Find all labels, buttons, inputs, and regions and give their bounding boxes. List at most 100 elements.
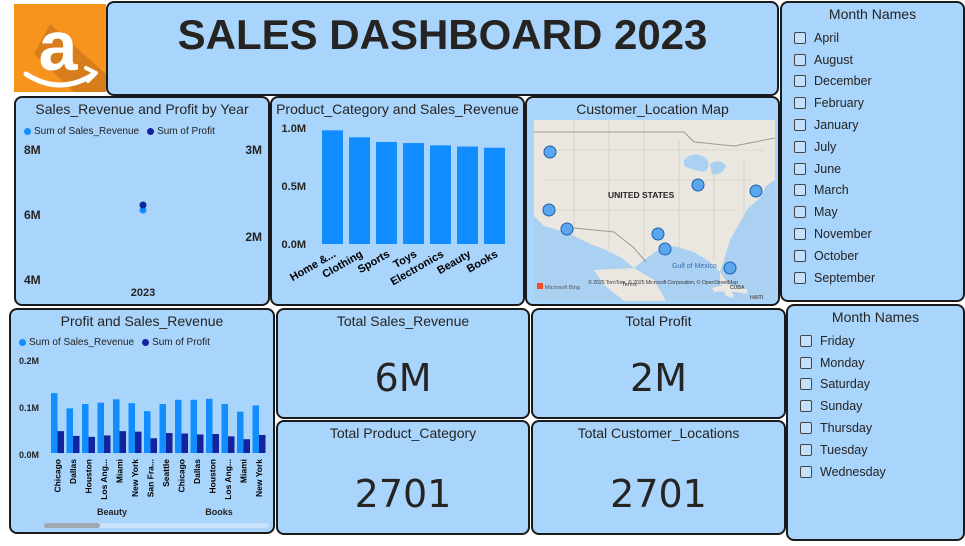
city-label: Los Ang...	[223, 459, 233, 500]
profit-bar[interactable]	[166, 433, 173, 453]
checkbox[interactable]	[794, 249, 806, 262]
point-profit-2023[interactable]	[139, 201, 147, 209]
month-item-july[interactable]: July	[794, 136, 875, 158]
map-point-houston[interactable]	[658, 242, 672, 256]
year-chart-panel[interactable]: Sales_Revenue and Profit by Year Sum of …	[14, 96, 270, 306]
point-sales-2023[interactable]	[139, 206, 147, 214]
sales-bar[interactable]	[51, 393, 58, 453]
sales-bar[interactable]	[159, 404, 167, 453]
sales-bar[interactable]	[206, 398, 213, 453]
checkbox[interactable]	[794, 97, 806, 110]
category-bar[interactable]	[322, 130, 343, 244]
sales-bar[interactable]	[221, 404, 229, 453]
month-item-september[interactable]: September	[794, 267, 875, 289]
category-bar[interactable]	[403, 143, 424, 244]
sales-bar[interactable]	[144, 411, 151, 453]
month-item-january[interactable]: January	[794, 114, 875, 136]
profit-bar[interactable]	[135, 431, 142, 453]
checkbox[interactable]	[794, 53, 806, 66]
sales-bar[interactable]	[190, 399, 198, 453]
month-item-june[interactable]: June	[794, 158, 875, 180]
category-bar[interactable]	[430, 145, 451, 244]
checkbox[interactable]	[794, 206, 806, 219]
map-point-los-angeles[interactable]	[560, 222, 574, 236]
city-scrollbar-thumb[interactable]	[44, 523, 100, 528]
map-point-new-york[interactable]	[749, 184, 763, 198]
profit-bar[interactable]	[150, 438, 158, 453]
category-chart-panel[interactable]: Product_Category and Sales_Revenue 1.0M …	[270, 96, 525, 306]
month-item-may[interactable]: May	[794, 201, 875, 223]
month-slicer[interactable]: Month Names April August December February J…	[780, 1, 965, 302]
category-bar[interactable]	[376, 141, 397, 244]
map-canvas[interactable]: UNITED STATES Gulf of Mexico CUBA HAITI …	[534, 120, 775, 301]
checkbox[interactable]	[794, 31, 806, 44]
category-bar[interactable]	[349, 137, 370, 244]
profit-bar[interactable]	[57, 431, 65, 453]
day-item-saturday[interactable]: Saturday	[800, 374, 886, 396]
profit-bar[interactable]	[259, 434, 266, 453]
category-bar[interactable]	[457, 146, 478, 244]
day-item-thursday[interactable]: Thursday	[800, 417, 886, 439]
profit-bar[interactable]	[119, 431, 127, 453]
sales-bar[interactable]	[237, 411, 244, 453]
checkbox[interactable]	[800, 356, 812, 369]
checkbox[interactable]	[794, 271, 806, 284]
day-slicer[interactable]: Month Names Friday Monday Saturday Sunday Th…	[786, 304, 965, 541]
category-label: Books	[465, 248, 500, 275]
sales-bar[interactable]	[66, 408, 74, 453]
checkbox[interactable]	[800, 422, 812, 435]
checkbox[interactable]	[800, 400, 812, 413]
city-label: Los Ang...	[99, 459, 109, 500]
checkbox[interactable]	[794, 119, 806, 132]
checkbox[interactable]	[794, 162, 806, 175]
sales-bar[interactable]	[82, 404, 89, 453]
checkbox[interactable]	[800, 465, 812, 478]
map-point-miami[interactable]	[723, 261, 737, 275]
day-item-sunday[interactable]: Sunday	[800, 395, 886, 417]
map-point-san-francisco[interactable]	[542, 203, 556, 217]
month-item-march[interactable]: March	[794, 180, 875, 202]
map-terms[interactable]: Terms	[622, 282, 637, 288]
month-item-october[interactable]: October	[794, 245, 875, 267]
profit-bar[interactable]	[243, 439, 251, 453]
profit-bar[interactable]	[228, 436, 235, 453]
checkbox[interactable]	[794, 75, 806, 88]
day-item-tuesday[interactable]: Tuesday	[800, 439, 886, 461]
profit-bar[interactable]	[88, 436, 96, 453]
map-panel[interactable]: Customer_Location Map	[525, 96, 780, 306]
profit-bar[interactable]	[104, 435, 111, 453]
sales-bar[interactable]	[252, 405, 260, 454]
day-item-label: Saturday	[820, 377, 871, 392]
city-chart-panel[interactable]: Profit and Sales_Revenue Sum of Sales_Re…	[9, 308, 275, 534]
map-point-chicago[interactable]	[691, 178, 705, 192]
profit-bar[interactable]	[73, 435, 80, 453]
y-tick-left-2: 4M	[24, 273, 41, 287]
checkbox[interactable]	[800, 443, 812, 456]
day-item-friday[interactable]: Friday	[800, 330, 886, 352]
city-scrollbar-track[interactable]	[44, 523, 269, 528]
month-item-february[interactable]: February	[794, 92, 875, 114]
month-item-november[interactable]: November	[794, 223, 875, 245]
category-bar[interactable]	[484, 147, 505, 244]
checkbox[interactable]	[794, 184, 806, 197]
profit-bar[interactable]	[197, 434, 204, 453]
checkbox[interactable]	[800, 378, 812, 391]
checkbox[interactable]	[794, 140, 806, 153]
day-item-monday[interactable]: Monday	[800, 352, 886, 374]
map-point-seattle[interactable]	[543, 145, 557, 159]
day-item-wednesday[interactable]: Wednesday	[800, 461, 886, 483]
sales-bar[interactable]	[113, 399, 120, 453]
checkbox[interactable]	[794, 228, 806, 241]
month-item-december[interactable]: December	[794, 71, 875, 93]
month-slicer-list: April August December February January July Ju…	[794, 27, 875, 289]
profit-bar[interactable]	[181, 433, 189, 453]
map-point-dallas[interactable]	[651, 227, 665, 241]
sales-bar[interactable]	[128, 403, 136, 453]
month-item-april[interactable]: April	[794, 27, 875, 49]
profit-bar[interactable]	[212, 434, 220, 453]
month-item-august[interactable]: August	[794, 49, 875, 71]
checkbox[interactable]	[800, 334, 812, 347]
legend-profit: Sum of Profit	[152, 337, 210, 348]
sales-bar[interactable]	[175, 399, 182, 453]
sales-bar[interactable]	[97, 402, 105, 453]
